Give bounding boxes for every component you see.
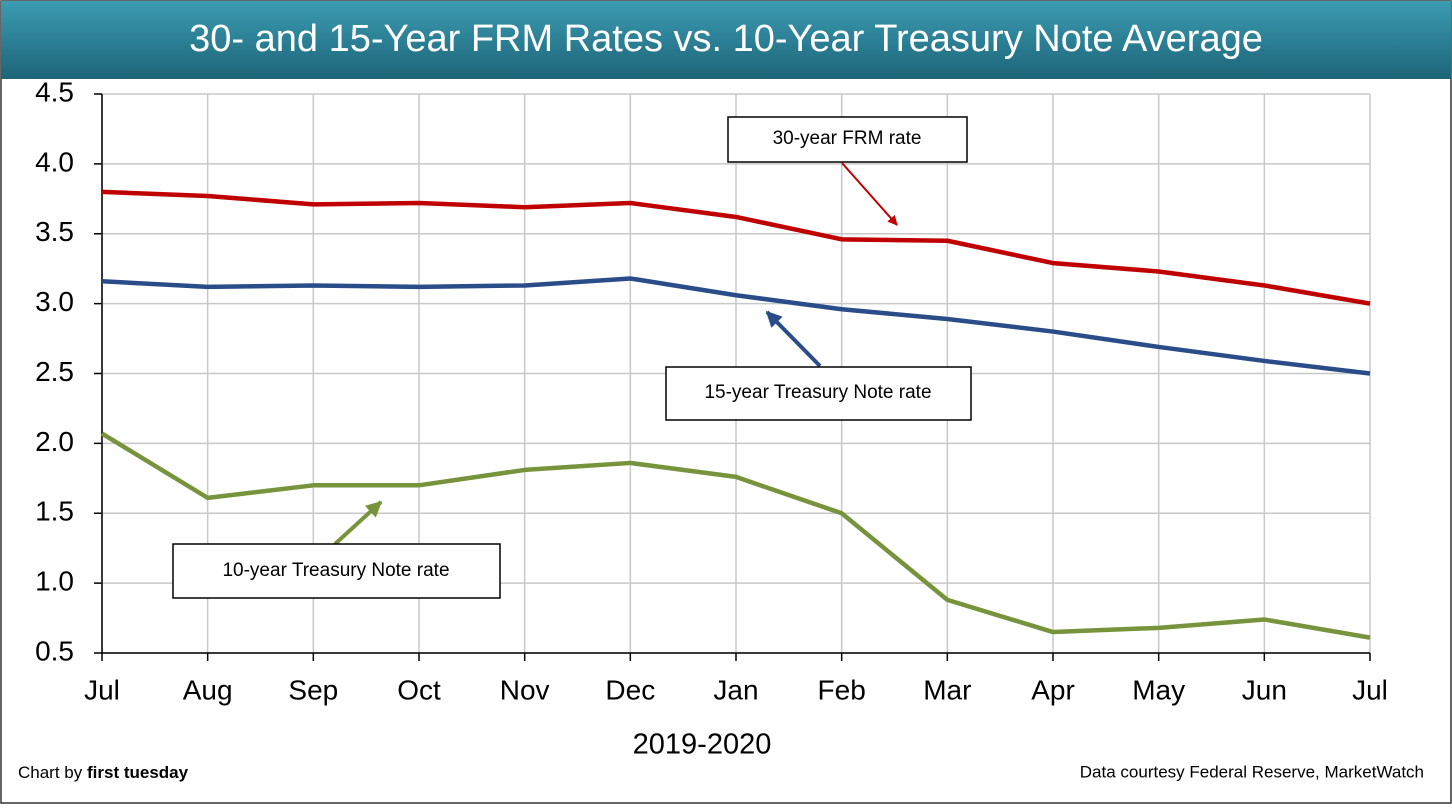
y-tick-label: 4.5 (35, 76, 74, 107)
series-line (101, 189, 1371, 306)
annotations: 30-year FRM rate 15-year Treasury Note r… (172, 116, 972, 599)
x-tick-label: Oct (397, 674, 441, 705)
y-tick-label: 4.0 (35, 146, 74, 177)
x-tick-label: Mar (923, 674, 971, 705)
annotation: 30-year FRM rate (773, 128, 922, 149)
y-tick-label: 1.0 (35, 566, 74, 597)
series-line (101, 276, 1371, 376)
annotation: 15-year Treasury Note rate (704, 382, 931, 403)
annotation-arrow (765, 310, 822, 368)
annotation-arrow (333, 500, 383, 546)
chart-title: 30- and 15-Year FRM Rates vs. 10-Year Tr… (189, 18, 1263, 60)
y-tick-label: 3.0 (35, 286, 74, 317)
x-tick-label: Jun (1242, 674, 1287, 705)
x-tick-label: Aug (183, 674, 233, 705)
x-tick-label: Nov (500, 674, 550, 705)
credit-prefix: Chart by (18, 763, 83, 782)
credit-name: first tuesday (87, 763, 189, 782)
y-tick-label: 0.5 (35, 635, 74, 666)
x-tick-label: Dec (605, 674, 655, 705)
y-tick-label: 3.5 (35, 216, 74, 247)
annotation-arrow (841, 162, 898, 226)
x-tick-label: Feb (818, 674, 866, 705)
annotation-box (172, 543, 501, 599)
x-tick-label: Jul (1352, 674, 1388, 705)
x-tick-label: Jul (84, 674, 120, 705)
y-tick-label: 1.5 (35, 496, 74, 527)
x-tick-label: Apr (1031, 674, 1075, 705)
x-tick-label: Sep (288, 674, 338, 705)
credit: Chart by first tuesday (18, 763, 189, 782)
x-tick-label: May (1132, 674, 1185, 705)
annotation: 10-year Treasury Note rate (222, 560, 449, 581)
x-tick-label: Jan (713, 674, 758, 705)
y-tick-label: 2.0 (35, 426, 74, 457)
x-axis-title: 2019-2020 (633, 729, 772, 761)
source: Data courtesy Federal Reserve, MarketWat… (1080, 762, 1424, 781)
annotation-box (665, 366, 972, 421)
annotation-box (727, 116, 968, 163)
series-line (100, 431, 1371, 640)
title-banner (1, 1, 1451, 79)
y-tick-label: 2.5 (35, 356, 74, 387)
